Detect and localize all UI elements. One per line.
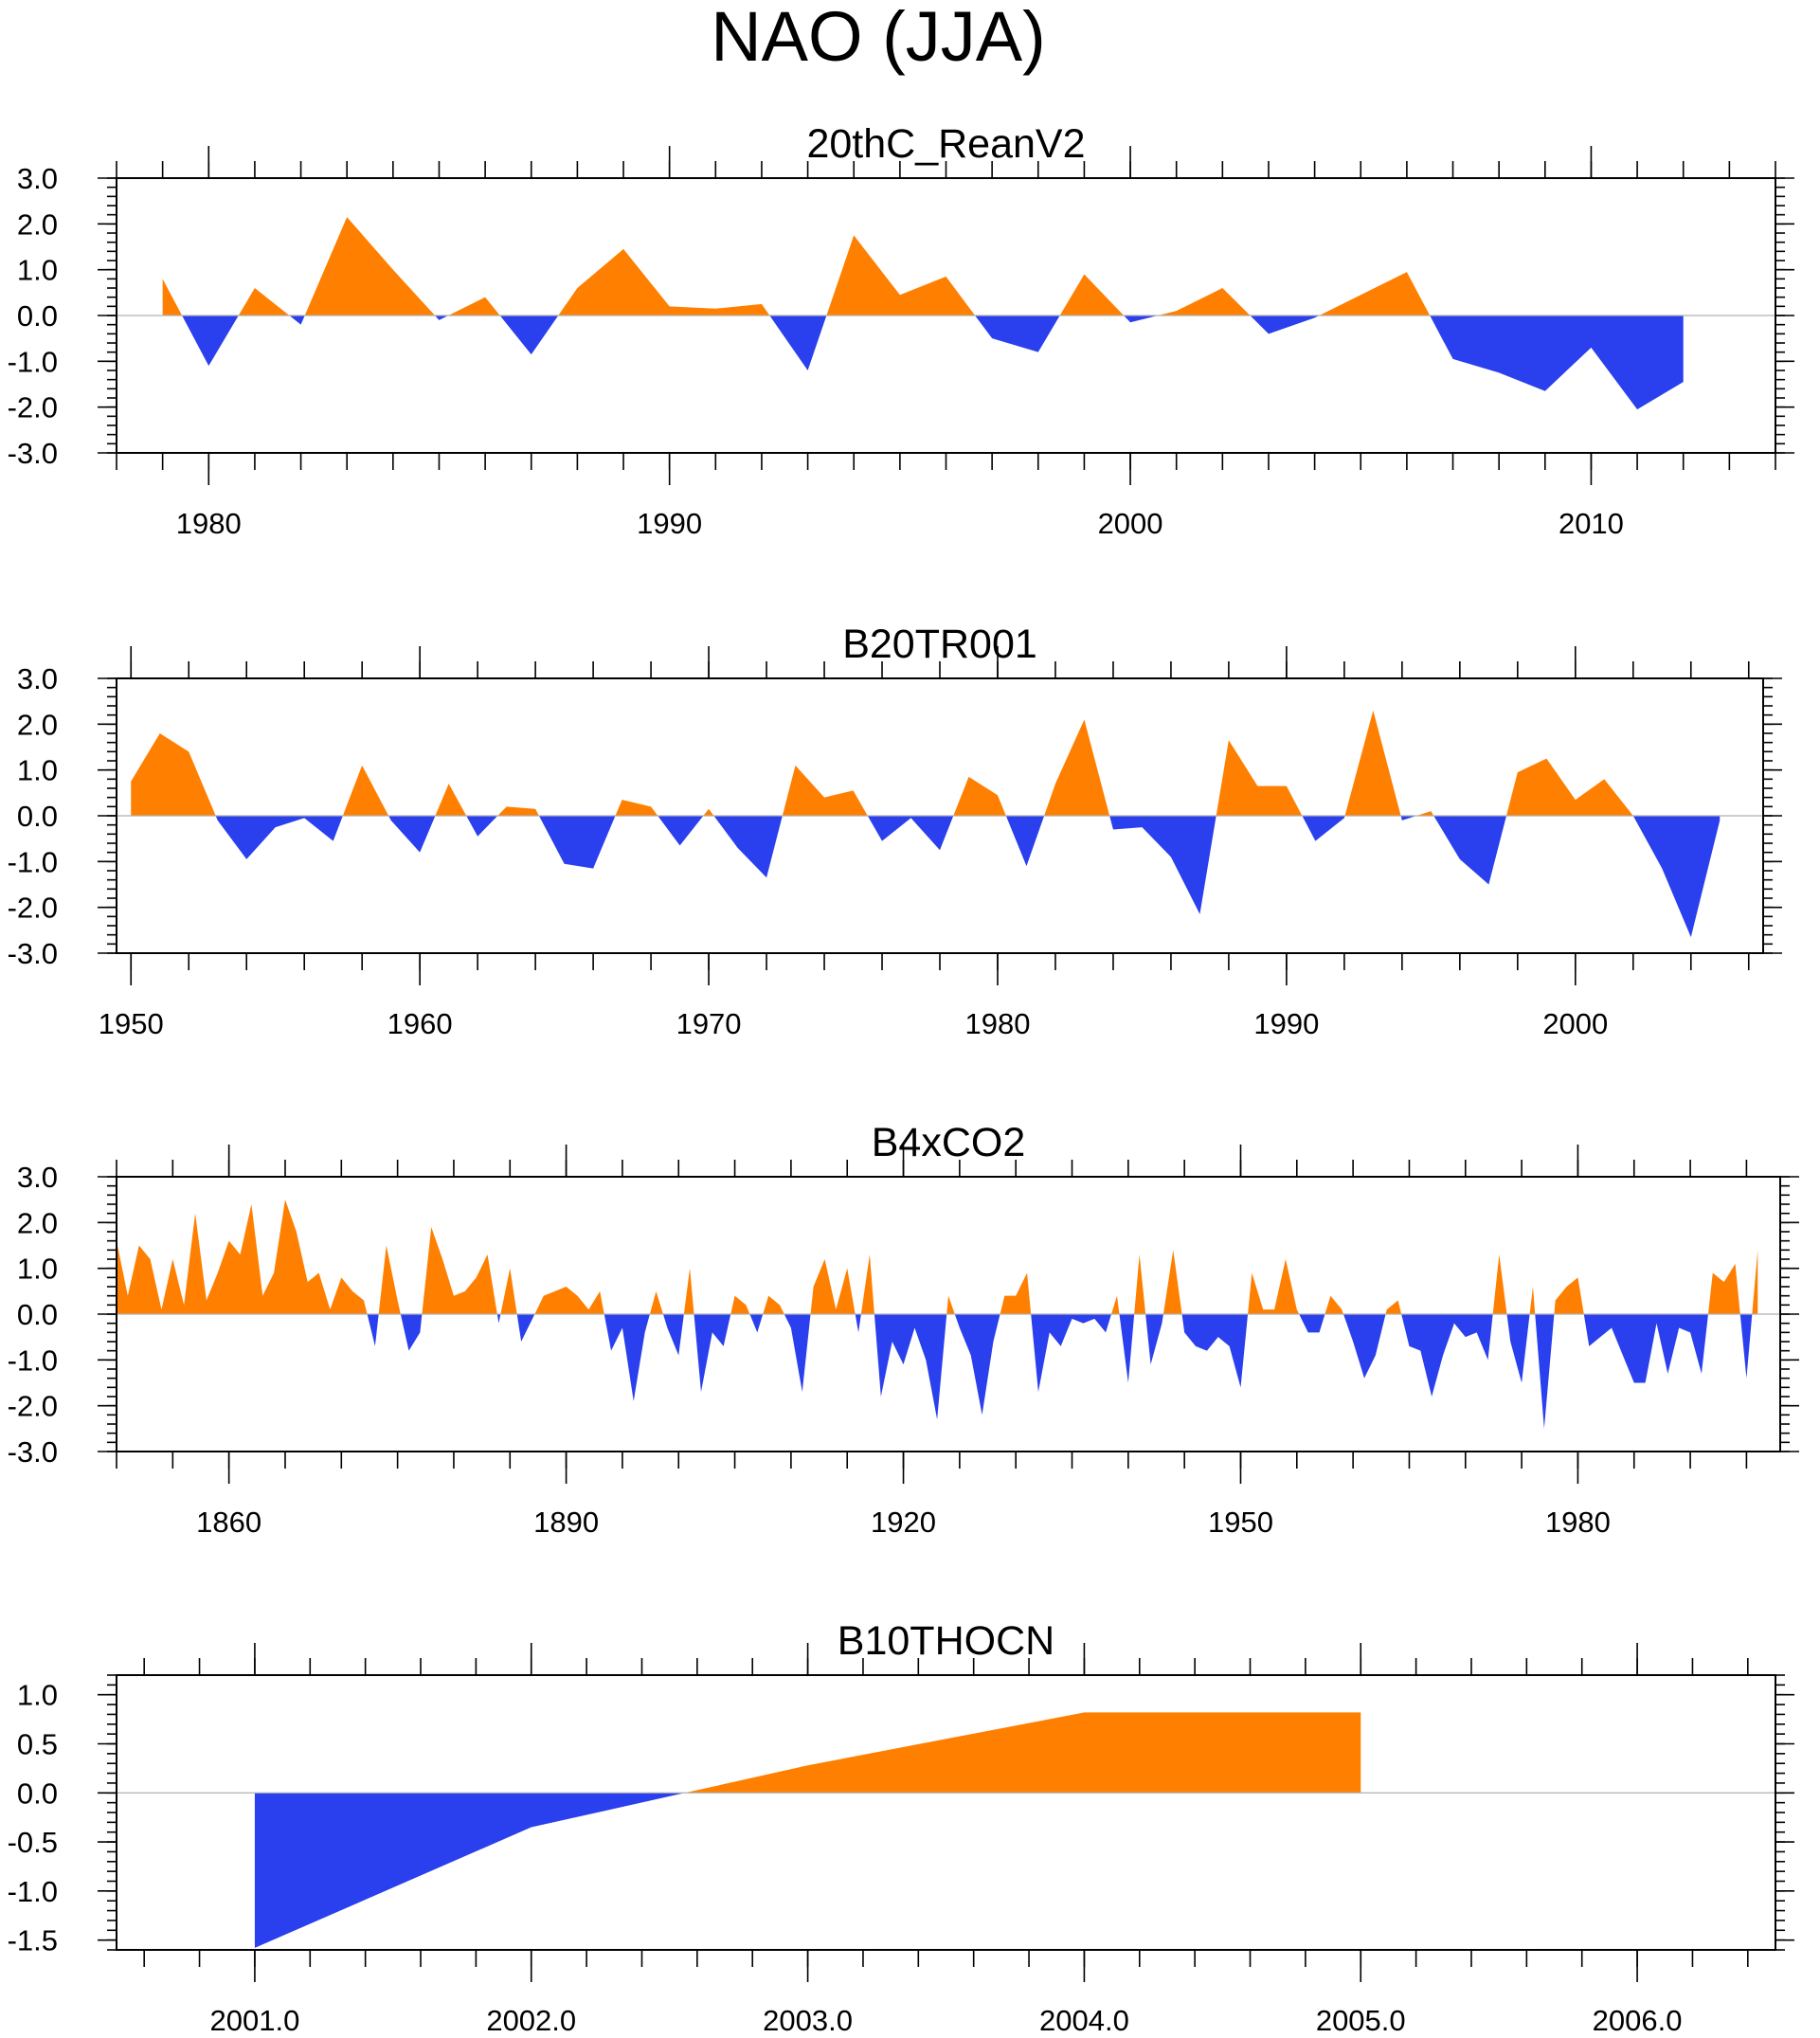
y-tick-label: 1.0 [17,254,58,287]
x-tick-label: 2005.0 [1316,2004,1406,2037]
x-tick-label: 1970 [676,1007,742,1040]
chart-panel-1: 20thC_ReanV2 3.0 2.0 1.0 0.0 -1.0 -2.0 -3.0 1980… [8,121,1794,540]
x-tick-label: 1990 [637,507,702,540]
positive-area [162,217,1684,316]
y-tick-label: 3.0 [17,162,58,195]
panel-title: B20TR001 [842,622,1037,667]
y-tick-label: -2.0 [8,892,58,925]
x-tick-label: 1890 [533,1506,599,1539]
negative-area [117,1314,1758,1429]
x-tick-label: 2000 [1098,507,1163,540]
panels: 20thC_ReanV2 3.0 2.0 1.0 0.0 -1.0 -2.0 -3.0 1980… [8,121,1799,2037]
y-tick-label: -1.0 [8,1344,58,1377]
panel-title: B10THOCN [838,1618,1054,1664]
x-tick-label: 1960 [387,1007,453,1040]
y-tick-label: -2.0 [8,391,58,424]
y-tick-label: 0.0 [17,800,58,833]
x-tick-label: 2002.0 [486,2004,576,2037]
x-tick-label: 2006.0 [1593,2004,1683,2037]
y-tick-label: 1.0 [17,1679,58,1712]
x-tick-label: 1990 [1253,1007,1319,1040]
x-tick-label: 1980 [964,1007,1030,1040]
negative-area [131,816,1721,938]
y-tick-label: 3.0 [17,662,58,695]
y-tick-label: -1.0 [8,845,58,878]
x-tick-label: 2001.0 [210,2004,300,2037]
x-tick-label: 1980 [1545,1506,1611,1539]
x-tick-label: 1920 [871,1506,936,1539]
chart-panel-4: B10THOCN 1.0 0.5 0.0 -0.5 -1.0 -1.5 2001.0 2002.… [8,1618,1794,2037]
panel-title: B4xCO2 [872,1120,1026,1165]
negative-area [162,316,1684,410]
y-tick-label: 2.0 [17,708,58,741]
positive-area [117,1199,1758,1314]
y-tick-label: -3.0 [8,937,58,970]
x-tick-label: 1980 [176,507,242,540]
y-tick-label: 3.0 [17,1161,58,1194]
y-tick-label: -3.0 [8,437,58,470]
y-tick-label: 0.0 [17,299,58,333]
y-tick-label: 0.0 [17,1776,58,1810]
positive-area [254,1712,1361,1794]
y-tick-label: -0.5 [8,1826,58,1859]
figure-title: NAO (JJA) [711,0,1046,76]
y-tick-label: -1.0 [8,1875,58,1908]
x-tick-label: 1950 [1208,1506,1273,1539]
y-tick-label: -1.5 [8,1924,58,1957]
negative-area [254,1793,1361,1948]
y-tick-label: 1.0 [17,1253,58,1286]
x-tick-label: 2000 [1542,1007,1608,1040]
chart-panel-2: B20TR001 3.0 2.0 1.0 0.0 -1.0 -2.0 -3.0 1950 1960… [8,622,1782,1040]
y-tick-label: 0.0 [17,1298,58,1331]
x-tick-label: 2010 [1559,507,1624,540]
y-tick-label: 2.0 [17,207,58,241]
x-tick-label: 2003.0 [763,2004,853,2037]
y-tick-label: 0.5 [17,1728,58,1761]
y-tick-label: 2.0 [17,1206,58,1239]
chart-panel-3: B4xCO2 3.0 2.0 1.0 0.0 -1.0 -2.0 -3.0 1860 1890 19… [8,1120,1799,1539]
panel-title: 20thC_ReanV2 [806,121,1085,167]
positive-area [131,710,1721,816]
y-tick-label: -1.0 [8,345,58,378]
y-tick-label: 1.0 [17,754,58,787]
y-tick-label: -3.0 [8,1435,58,1469]
x-tick-label: 2004.0 [1039,2004,1129,2037]
x-tick-label: 1860 [196,1506,261,1539]
y-tick-label: -2.0 [8,1390,58,1423]
x-tick-label: 1950 [99,1007,164,1040]
